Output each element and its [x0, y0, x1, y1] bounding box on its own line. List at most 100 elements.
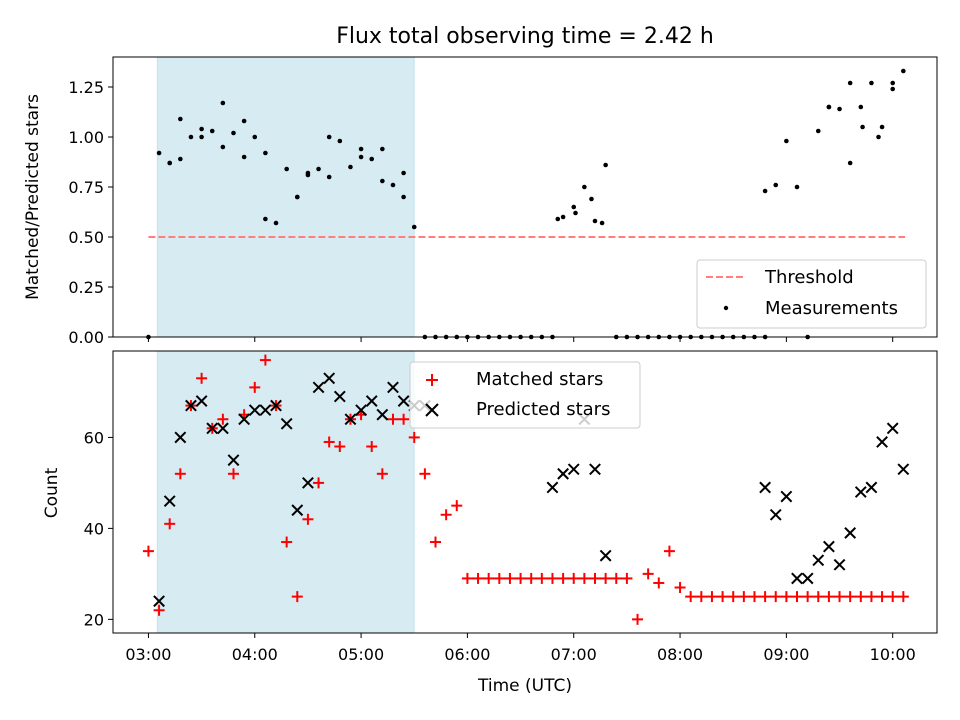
top-legend-box	[696, 259, 927, 329]
bottom-panel: 20 40 60 03:00 04:00 05:00 06:00 07:00 08:00 09:…	[42, 350, 938, 696]
top-x-ticks	[147, 337, 894, 342]
measurement-point	[380, 178, 385, 184]
predicted-star-point	[801, 572, 814, 585]
measurement-point	[252, 134, 258, 140]
measurement-point	[592, 218, 598, 224]
predicted-star-point	[780, 490, 793, 503]
matched-star-point	[823, 591, 835, 603]
predicted-star-point	[897, 463, 910, 476]
y-tick-label: 1.00	[68, 128, 104, 147]
matched-star-point	[196, 372, 208, 384]
matched-star-point	[748, 591, 760, 603]
matched-star-point	[663, 545, 675, 557]
predicted-star-point	[227, 454, 240, 467]
matched-star-point	[483, 572, 495, 584]
matched-star-point	[472, 572, 484, 584]
x-tick-label: 03:00	[125, 645, 171, 664]
shaded-interval-bottom	[156, 350, 415, 634]
predicted-star-point	[791, 572, 803, 585]
measurement-point	[316, 166, 321, 172]
matched-star-point	[174, 468, 186, 480]
matched-star-point	[780, 591, 792, 603]
measurement-point	[573, 210, 578, 216]
matched-star-point	[632, 613, 644, 625]
top-panel: Flux total observing time = 2.42 h 0.000…	[23, 24, 938, 347]
measurement-point	[199, 126, 204, 132]
bottom-axes-frame	[112, 350, 938, 634]
bottom-y-axis-label: Count	[42, 467, 62, 518]
matched-star-point	[610, 572, 622, 584]
measurement-point	[837, 106, 842, 112]
measurement-point	[762, 188, 768, 194]
y-tick-label: 1.25	[68, 78, 104, 97]
matched-star-point	[536, 572, 548, 584]
measurement-point	[603, 162, 608, 168]
predicted-star-point	[280, 417, 293, 430]
x-tick-label: 08:00	[657, 645, 703, 664]
predicted-stars-points	[153, 372, 910, 608]
matched-star-point	[855, 591, 867, 603]
matched-star-point	[865, 591, 877, 603]
matched-star-point	[812, 591, 824, 603]
x-tick-label: 04:00	[232, 645, 278, 664]
predicted-star-point	[589, 463, 601, 476]
matched-star-point	[302, 513, 314, 525]
measurement-point	[358, 154, 364, 160]
measurement-point	[815, 128, 821, 134]
measurement-point	[380, 146, 385, 152]
matched-star-point	[334, 441, 346, 453]
matched-star-point	[323, 436, 335, 448]
predicted-star-point	[833, 558, 846, 571]
measurement-point	[879, 124, 885, 130]
predicted-star-point	[291, 504, 304, 517]
bottom-y-ticks: 20 40 60	[84, 428, 113, 629]
matched-star-point	[717, 591, 729, 603]
matched-star-point	[727, 591, 739, 603]
predicted-star-point	[546, 481, 559, 494]
measurement-point	[369, 156, 375, 162]
matched-star-point	[759, 591, 771, 603]
measurement-point	[784, 138, 789, 144]
measurement-point	[326, 174, 332, 180]
predicted-star-point	[163, 495, 176, 508]
measurement-point	[571, 204, 577, 210]
measurement-point	[589, 196, 594, 202]
predicted-star-point	[195, 395, 208, 407]
matched-star-point	[834, 591, 846, 603]
matched-star-point	[376, 468, 388, 480]
predicted-star-point	[344, 413, 357, 426]
matched-star-point	[515, 572, 527, 584]
bottom-legend-box	[409, 361, 641, 429]
predicted-star-point	[248, 404, 261, 417]
legend-measurements-label: Measurements	[765, 298, 898, 319]
y-tick-label: 0.50	[68, 228, 104, 247]
measurement-point	[869, 80, 874, 86]
predicted-star-point	[174, 431, 187, 444]
y-tick-label: 0.25	[68, 278, 104, 297]
bottom-legend: Matched stars Predicted stars	[409, 361, 641, 429]
matched-star-point	[876, 591, 888, 603]
matched-star-point	[653, 577, 665, 589]
predicted-star-point	[557, 467, 570, 480]
legend-predicted-swatch	[425, 403, 439, 417]
measurement-point	[231, 130, 236, 136]
matched-star-point	[568, 572, 580, 584]
measurement-point	[826, 104, 832, 110]
matched-star-point	[706, 591, 718, 603]
matched-star-point	[461, 572, 473, 584]
matched-star-point	[770, 591, 782, 603]
bottom-x-ticks: 03:00 04:00 05:00 06:00 07:00 08:00 09:00 10:00	[125, 633, 916, 664]
measurement-point	[263, 216, 268, 222]
top-legend: Threshold Measurements	[696, 259, 927, 329]
legend-threshold-label: Threshold	[764, 267, 854, 288]
measurement-point	[263, 150, 268, 156]
predicted-star-point	[238, 413, 251, 426]
measurement-point	[241, 154, 247, 160]
matched-star-point	[217, 413, 229, 425]
top-axes-frame	[112, 56, 938, 338]
y-tick-label: 40	[84, 519, 104, 538]
predicted-star-point	[376, 408, 389, 421]
matched-star-point	[504, 572, 516, 584]
matched-star-point	[142, 545, 154, 557]
